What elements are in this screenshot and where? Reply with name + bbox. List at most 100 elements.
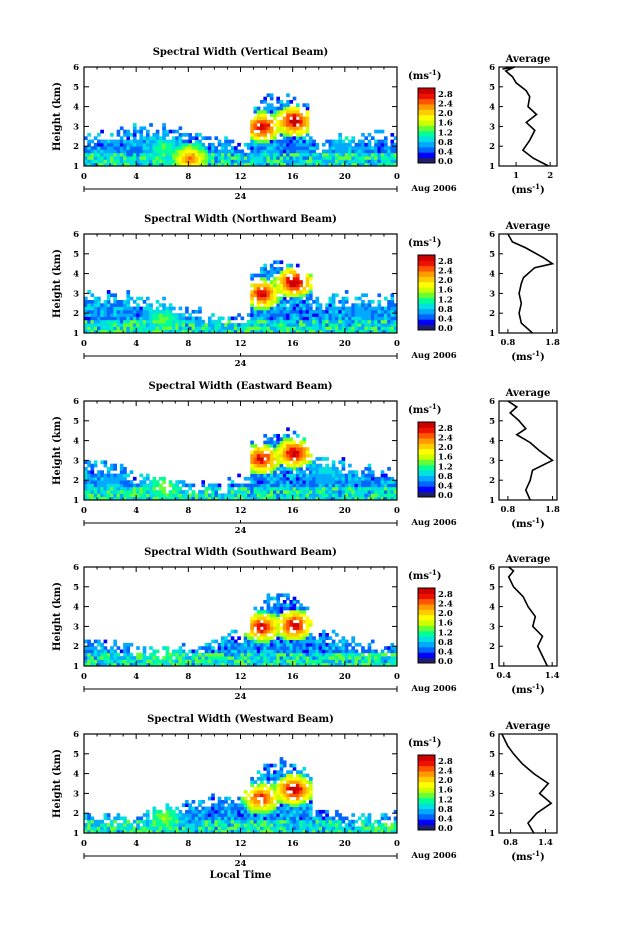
heatmap-cell (103, 149, 108, 154)
heatmap-cell (269, 437, 274, 441)
heatmap-cell (302, 813, 307, 817)
heatmap-cell (260, 609, 264, 614)
heatmap-cell (90, 303, 95, 307)
heatmap-cell (289, 813, 294, 817)
heatmap-cell (106, 329, 111, 334)
heatmap-cell (312, 149, 316, 154)
heatmap-cell (224, 326, 228, 331)
heatmap-cell (328, 646, 333, 650)
heatmap-cell (263, 483, 267, 488)
heatmap-cell (348, 480, 352, 484)
heatmap-cell (263, 296, 267, 301)
heatmap-cell (84, 319, 88, 324)
heatmap-cell (240, 323, 245, 327)
heatmap-cell (286, 326, 290, 331)
heatmap-cell (90, 659, 95, 664)
heatmap-cell (168, 809, 173, 814)
heatmap-cell (286, 280, 290, 284)
heatmap-cell (100, 496, 104, 501)
heatmap-cell (292, 276, 297, 281)
heatmap-cell (149, 493, 153, 498)
heatmap-cell (113, 300, 117, 304)
heatmap-cell (344, 490, 349, 494)
heatmap-cell (282, 453, 287, 458)
heatmap-cell (266, 119, 271, 124)
heatmap-cell (145, 809, 150, 814)
heatmap-cell (237, 662, 241, 667)
heatmap-cell (132, 656, 137, 660)
heatmap-cell (126, 483, 131, 488)
heatmap-cell (227, 490, 232, 494)
heatmap-cell (256, 152, 261, 157)
heatmap-cell (263, 149, 267, 154)
heatmap-cell (312, 470, 316, 474)
heatmap-cell (185, 323, 189, 327)
heatmap-cell (289, 800, 294, 804)
heatmap-cell (233, 639, 238, 644)
heatmap-cell (142, 162, 147, 167)
heatmap-cell (269, 596, 274, 601)
heatmap-cell (253, 313, 258, 317)
heatmap-cell (266, 323, 271, 327)
heatmap-cell (188, 149, 192, 154)
heatmap-cell (367, 473, 372, 478)
heatmap-cell (292, 656, 297, 660)
heatmap-cell (383, 319, 388, 324)
heatmap-cell (155, 819, 160, 824)
heatmap-cell (136, 162, 140, 167)
heatmap-cell (292, 816, 297, 821)
heatmap-cell (142, 159, 147, 164)
heatmap-cell (247, 816, 251, 821)
heatmap-cell (374, 309, 378, 314)
heatmap-cell (185, 800, 189, 804)
heatmap-cell (139, 306, 144, 311)
heatmap-cell (302, 803, 307, 807)
heatmap-cell (299, 496, 303, 501)
heatmap-cell (299, 460, 303, 465)
heatmap-cell (106, 826, 111, 831)
heatmap-cell (308, 496, 313, 501)
heatmap-cell (90, 309, 95, 314)
heatmap-cell (289, 613, 294, 617)
x-tick-label: 0 (81, 339, 87, 349)
heatmap-cell (87, 649, 91, 654)
heatmap-cell (354, 303, 359, 307)
heatmap-cell (172, 159, 176, 164)
heatmap-cell (312, 490, 316, 494)
heatmap-cell (217, 816, 222, 821)
heatmap-cell (84, 309, 88, 314)
heatmap-cell (390, 303, 395, 307)
heatmap-cell (136, 486, 140, 491)
heatmap-cell (279, 270, 284, 274)
heatmap-cell (253, 447, 258, 451)
heatmap-cell (155, 480, 160, 484)
heatmap-cell (110, 496, 114, 501)
heatmap-cell (357, 142, 362, 147)
heatmap-cell (325, 326, 329, 331)
heatmap-cell (260, 463, 264, 468)
heatmap-cell (292, 623, 297, 627)
heatmap-cell (295, 636, 300, 640)
heatmap-cell (123, 646, 127, 650)
heatmap-cell (214, 813, 219, 817)
heatmap-cell (344, 152, 349, 157)
heatmap-cell (276, 329, 281, 334)
heatmap-cell (100, 652, 104, 657)
heatmap-cell (256, 786, 261, 791)
heatmap-cell (253, 159, 258, 164)
heatmap-cell (152, 162, 157, 167)
heatmap-cell (299, 613, 303, 617)
heatmap-cell (172, 149, 176, 154)
heatmap-cell (178, 490, 183, 494)
heatmap-cell (305, 496, 310, 501)
heatmap-cell (106, 493, 111, 498)
heatmap-cell (383, 656, 388, 660)
heatmap-cell (322, 457, 326, 461)
heatmap-cell (204, 656, 209, 660)
heatmap-cell (318, 649, 323, 654)
heatmap-cell (172, 139, 176, 144)
heatmap-cell (263, 306, 267, 311)
heatmap-cell (263, 443, 267, 448)
heatmap-cell (204, 493, 209, 498)
heatmap-cell (269, 296, 274, 301)
